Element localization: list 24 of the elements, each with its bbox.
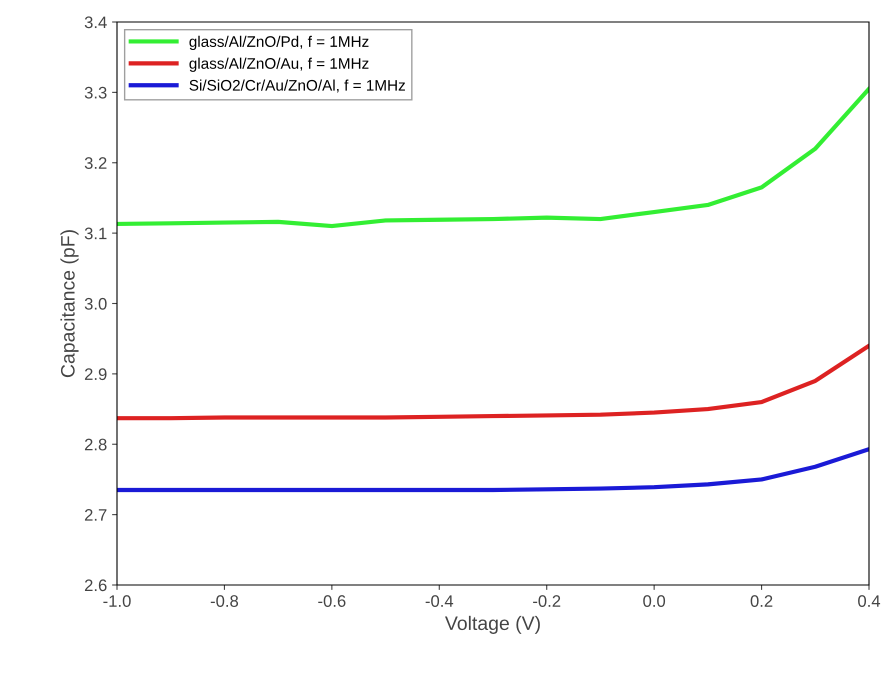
- x-axis-title: Voltage (V): [444, 616, 540, 634]
- x-tick-label: -0.2: [533, 595, 560, 607]
- y-tick-label: 2.9: [84, 368, 106, 380]
- y-axis-title: Capacitance (pF): [60, 230, 79, 378]
- y-tick-label: 2.7: [84, 509, 106, 521]
- legend-label: glass/Al/ZnO/Au, f = 1MHz: [189, 58, 368, 72]
- x-tick-label: 0.0: [643, 595, 666, 607]
- legend-label: Si/SiO2/Cr/Au/ZnO/Al, f = 1MHz: [190, 80, 405, 93]
- legend-label: glass/Al/ZnO/Pd, f = 1MHz: [189, 36, 368, 50]
- x-tick-label: -0.8: [210, 595, 238, 607]
- y-tick-label: 3.1: [84, 228, 106, 240]
- y-tick-label: 2.8: [84, 438, 107, 450]
- y-tick-label: 3.0: [84, 298, 107, 310]
- y-tick-label: 3.4: [84, 16, 107, 28]
- y-tick-label: 2.6: [84, 579, 107, 592]
- x-tick-label: -0.6: [318, 595, 346, 607]
- y-tick-label: 3.2: [84, 157, 106, 169]
- x-tick-label: -0.4: [426, 595, 454, 607]
- x-tick-label: 0.2: [750, 595, 772, 607]
- line-series: [117, 344, 869, 420]
- x-tick-label: 0.4: [858, 595, 880, 607]
- x-tick-label: -1.0: [103, 595, 131, 607]
- y-tick-label: 3.3: [84, 86, 107, 99]
- line-series: [117, 447, 869, 492]
